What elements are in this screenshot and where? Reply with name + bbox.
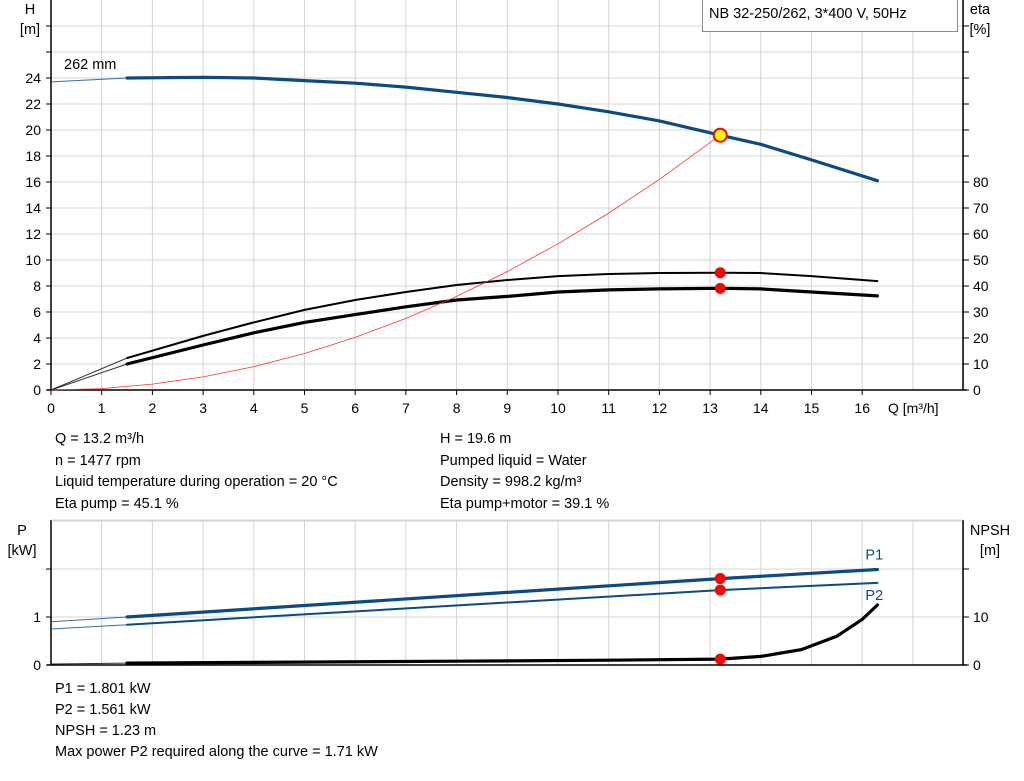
x-tick-label: 8	[453, 400, 461, 416]
info-temp: Liquid temperature during operation = 20…	[55, 474, 338, 490]
info-q: Q = 13.2 m³/h	[55, 431, 145, 447]
operating-point-marker	[714, 584, 726, 596]
x-tick-label: 1	[98, 400, 106, 416]
y-tick-label-left: 6	[33, 304, 41, 320]
info-density: Density = 998.2 kg/m³	[440, 474, 582, 490]
operating-point-marker	[714, 267, 726, 279]
x-tick-label: 4	[250, 400, 258, 416]
operating-point-marker	[714, 653, 726, 665]
y-tick-label-left: 4	[33, 330, 41, 346]
y-tick-label-right: 0	[973, 382, 981, 398]
x-tick-label: 3	[199, 400, 207, 416]
y-axis-title-left: [m]	[20, 22, 40, 38]
y-tick-label-left: 2	[33, 356, 41, 372]
y-axis-title-left: [kW]	[8, 543, 37, 559]
y-tick-label-left: 0	[33, 382, 41, 398]
eta_pump_motor-curve	[125, 286, 879, 366]
pump-title: NB 32-250/262, 3*400 V, 50Hz	[709, 6, 907, 22]
x-tick-label: 10	[550, 400, 566, 416]
P2-curve	[126, 581, 879, 626]
y-tick-label-right: 70	[973, 200, 989, 216]
x-tick-label: 11	[601, 400, 616, 416]
system-curve	[50, 134, 721, 391]
info-eta-pump: Eta pump = 45.1 %	[55, 496, 179, 512]
x-axis-title: Q [m³/h]	[888, 400, 939, 416]
y-tick-label-right: 0	[973, 657, 981, 673]
head-curve	[125, 75, 879, 183]
duty-point-marker	[712, 127, 728, 143]
y-tick-label-left: 0	[33, 657, 41, 673]
y-tick-label-left: 8	[33, 278, 41, 294]
x-tick-label: 14	[753, 400, 769, 416]
operating-point-marker	[714, 573, 726, 585]
npsh-curve-extrapolated	[50, 662, 128, 665]
y-tick-label-left: 12	[25, 226, 41, 242]
x-tick-label: 7	[402, 400, 410, 416]
P1-curve	[125, 567, 879, 619]
y-tick-label-right: 10	[973, 356, 989, 372]
info-max-power: Max power P2 required along the curve = …	[55, 744, 378, 760]
info-eta-total: Eta pump+motor = 39.1 %	[440, 496, 610, 512]
x-tick-label: 15	[804, 400, 820, 416]
y-tick-label-left: 14	[25, 200, 41, 216]
y-axis-title-right: [m]	[980, 543, 1000, 559]
head-curve-extrapolated	[50, 77, 128, 83]
info-p1: P1 = 1.801 kW	[55, 681, 151, 697]
y-tick-label-right: 10	[973, 609, 989, 625]
y-tick-label-right: 80	[973, 174, 989, 190]
x-tick-label: 2	[149, 400, 157, 416]
eta_pump-curve	[126, 271, 879, 359]
y-tick-label-left: 20	[25, 122, 41, 138]
info-h: H = 19.6 m	[440, 431, 512, 447]
y-tick-label-left: 16	[25, 174, 41, 190]
x-tick-label: 12	[652, 400, 668, 416]
npsh-curve	[125, 603, 879, 665]
P2-curve-extrapolated	[50, 624, 128, 630]
x-tick-label: 16	[854, 400, 870, 416]
x-tick-label: 0	[47, 400, 55, 416]
y-tick-label-left: 1	[33, 609, 41, 625]
y-axis-title-right: eta	[970, 2, 991, 18]
pump-title-box: NB 32-250/262, 3*400 V, 50Hz	[702, 0, 958, 32]
eta_pump-curve-extrapolated	[50, 357, 128, 391]
operating-point-marker	[714, 282, 726, 294]
y-tick-label-left: 18	[25, 148, 41, 164]
y-tick-label-right: 50	[973, 252, 989, 268]
y-tick-label-left: 10	[25, 252, 41, 268]
x-tick-label: 9	[503, 400, 511, 416]
x-tick-label: 13	[702, 400, 718, 416]
info-p2: P2 = 1.561 kW	[55, 702, 151, 718]
y-tick-label-right: 30	[973, 304, 989, 320]
y-tick-label-left: 22	[25, 96, 41, 112]
info-n: n = 1477 rpm	[55, 453, 141, 469]
y-axis-title-right: [%]	[970, 22, 991, 38]
curve-diameter-label: 262 mm	[64, 57, 116, 73]
eta_pump_motor-curve-extrapolated	[50, 363, 128, 391]
P1-curve-extrapolated	[50, 616, 128, 623]
y-axis-title-left: P	[17, 523, 27, 539]
y-tick-label-left: 24	[25, 70, 41, 86]
x-tick-label: 6	[351, 400, 359, 416]
info-npsh: NPSH = 1.23 m	[55, 723, 157, 739]
P1-label: P1	[865, 547, 883, 563]
y-tick-label-right: 40	[973, 278, 989, 294]
y-tick-label-right: 20	[973, 330, 989, 346]
y-axis-title-right: NPSH	[970, 523, 1010, 539]
x-tick-label: 5	[301, 400, 309, 416]
y-axis-title-left: H	[25, 2, 35, 18]
P2-label: P2	[865, 588, 883, 604]
info-liquid: Pumped liquid = Water	[440, 453, 587, 469]
y-tick-label-right: 60	[973, 226, 989, 242]
